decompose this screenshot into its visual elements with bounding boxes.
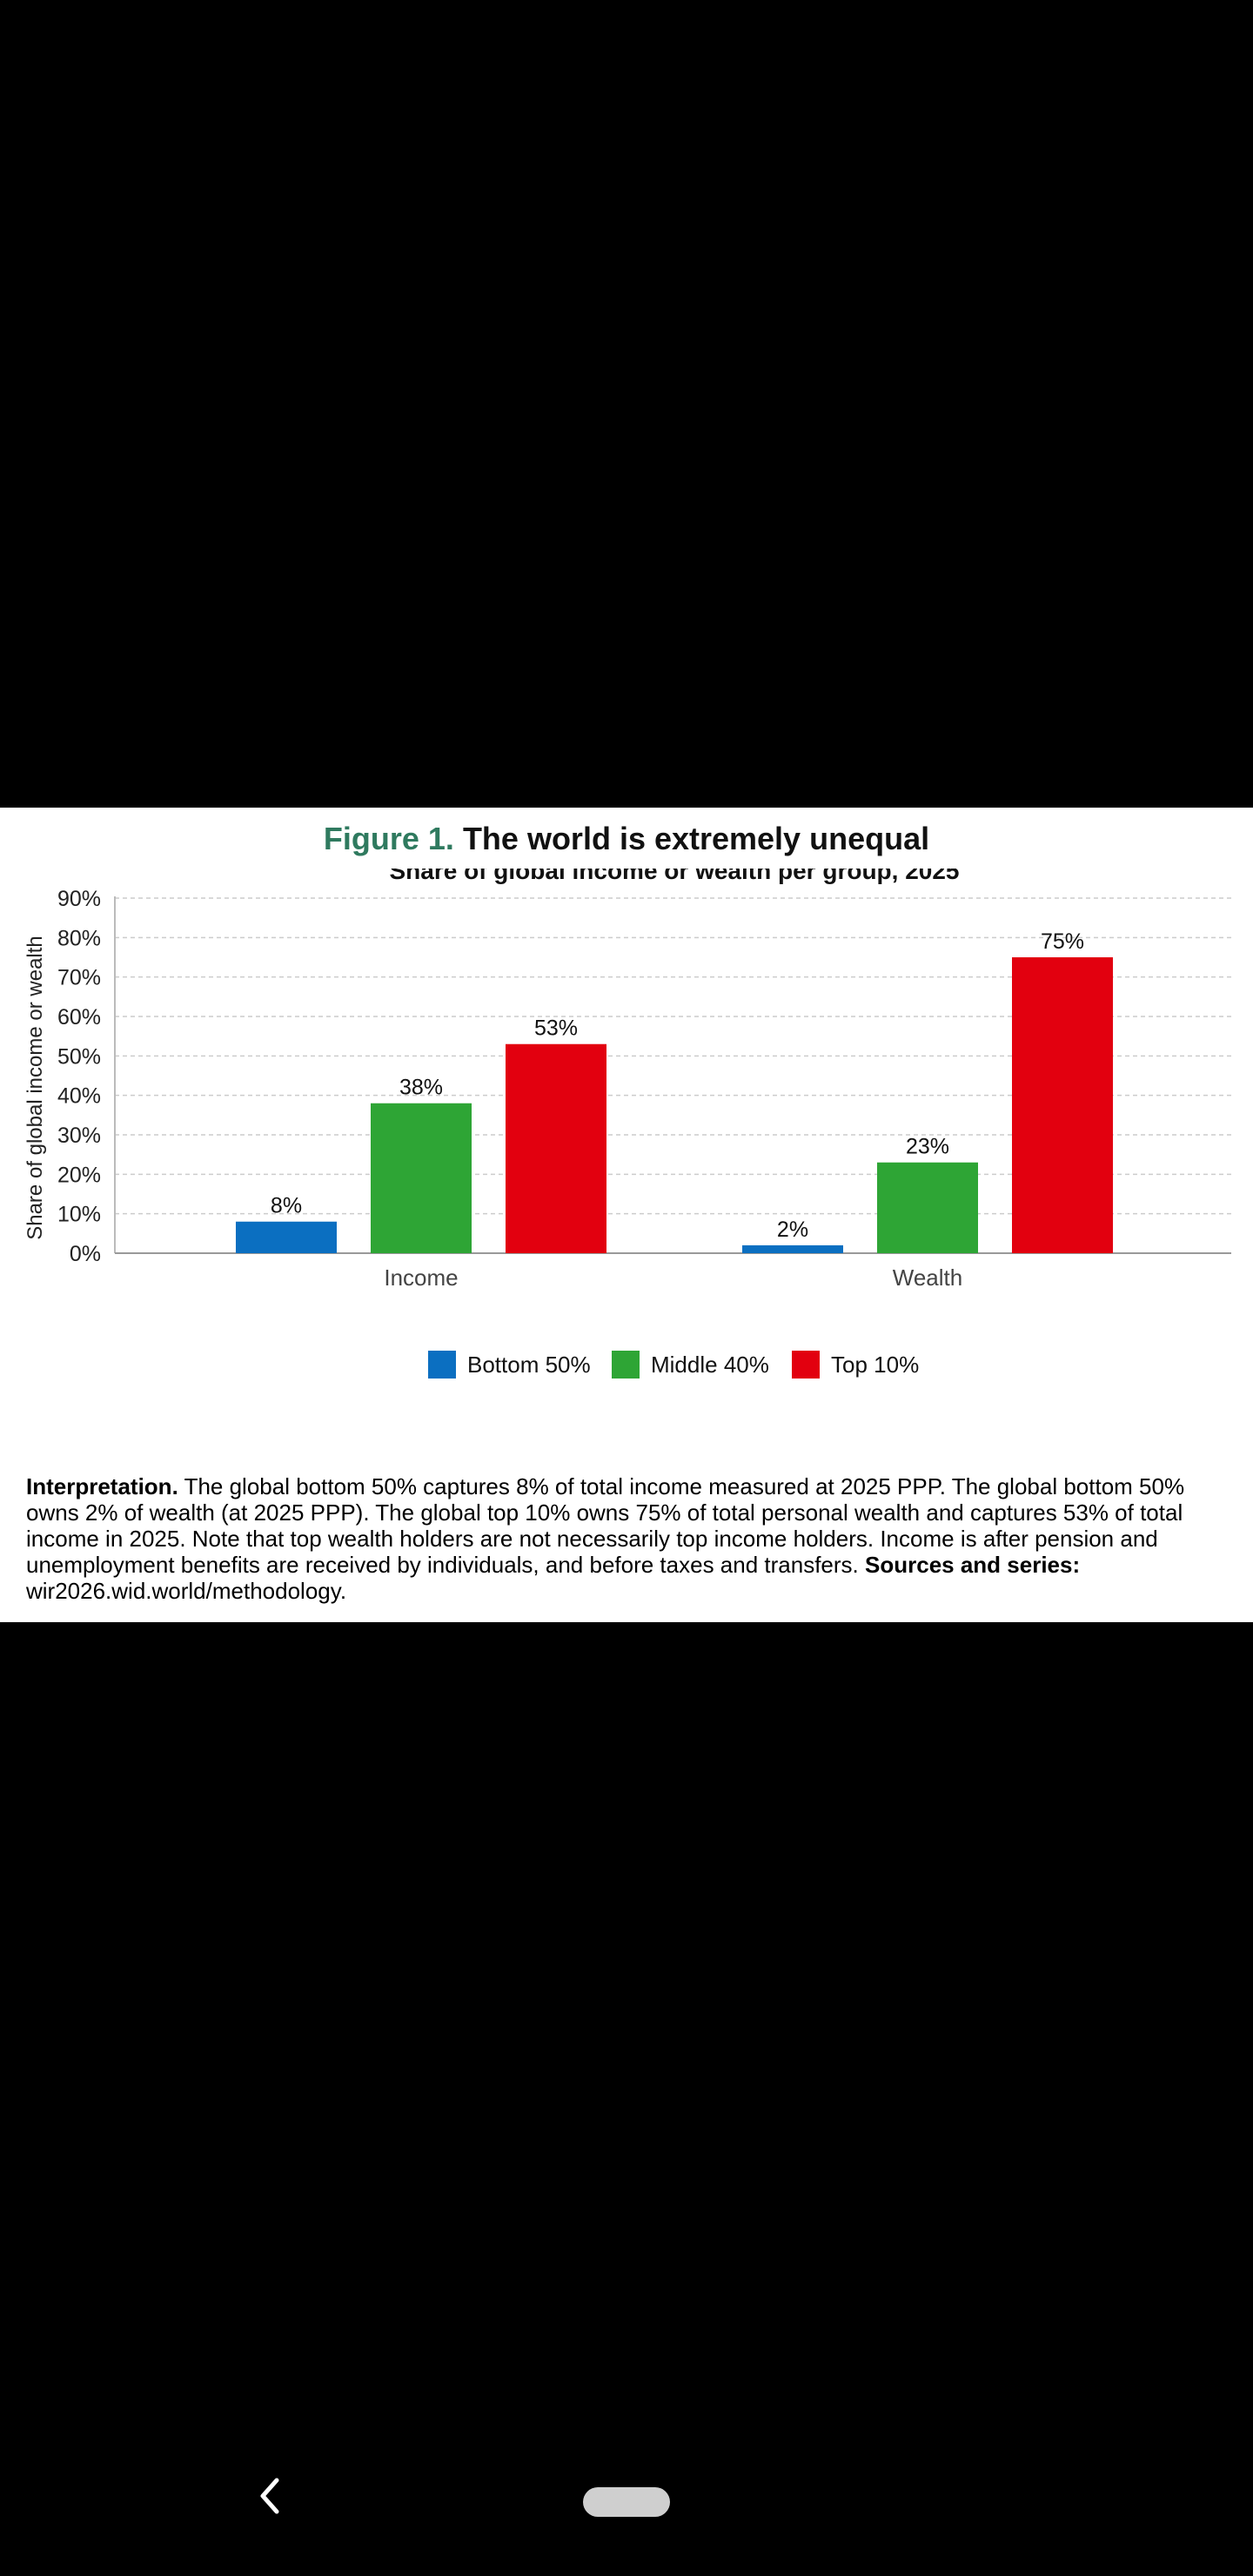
legend-label: Bottom 50% xyxy=(467,1352,591,1378)
chevron-left-icon[interactable] xyxy=(252,2472,287,2520)
y-tick-label: 50% xyxy=(57,1044,101,1069)
navigation-bar xyxy=(0,2454,1253,2550)
data-label: 38% xyxy=(399,1076,443,1100)
bar-bottom-50--wealth xyxy=(742,1244,843,1253)
y-tick-label: 20% xyxy=(57,1163,101,1187)
bar-middle-40--wealth xyxy=(877,1162,978,1253)
y-axis-label: Share of global income or wealth xyxy=(23,936,47,1240)
legend-swatch xyxy=(612,1351,640,1379)
figure-heading: Figure 1. The world is extremely unequal xyxy=(0,822,1253,856)
legend-label: Middle 40% xyxy=(651,1352,769,1378)
bar-top-10--wealth xyxy=(1012,957,1113,1253)
bar-top-10--income xyxy=(506,1043,606,1253)
data-label: 53% xyxy=(534,1016,578,1041)
bar-bottom-50--income xyxy=(236,1221,337,1253)
figure-card: Figure 1. The world is extremely unequal… xyxy=(0,808,1253,1622)
data-label: 2% xyxy=(777,1218,808,1242)
data-label: 23% xyxy=(906,1135,949,1159)
y-tick-label: 30% xyxy=(57,1124,101,1148)
home-pill-icon[interactable] xyxy=(583,2487,670,2517)
legend-swatch xyxy=(792,1351,820,1379)
caption-lead: Interpretation. xyxy=(26,1473,178,1499)
y-tick-label: 90% xyxy=(57,887,101,911)
y-tick-label: 10% xyxy=(57,1203,101,1227)
chart-title: Share of global income or wealth per gro… xyxy=(389,869,959,884)
figure-caption: Interpretation. The global bottom 50% ca… xyxy=(26,1473,1231,1604)
data-label: 8% xyxy=(271,1194,302,1218)
x-tick-label: Wealth xyxy=(893,1265,962,1291)
caption-body: The global bottom 50% captures 8% of tot… xyxy=(26,1473,1185,1578)
y-tick-label: 80% xyxy=(57,926,101,950)
data-label: 75% xyxy=(1041,929,1084,954)
caption-sources-url: wir2026.wid.world/methodology. xyxy=(26,1578,347,1604)
y-tick-label: 40% xyxy=(57,1084,101,1109)
figure-title: The world is extremely unequal xyxy=(462,821,930,856)
bar-middle-40--income xyxy=(371,1103,472,1253)
caption-sources-label: Sources and series: xyxy=(865,1552,1081,1578)
legend-swatch xyxy=(428,1351,456,1379)
bar-chart: Share of global income or wealth per gro… xyxy=(23,869,1231,1379)
legend-label: Top 10% xyxy=(831,1352,919,1378)
y-tick-label: 70% xyxy=(57,966,101,990)
y-tick-label: 60% xyxy=(57,1005,101,1030)
figure-label: Figure 1. xyxy=(323,821,454,856)
y-tick-label: 0% xyxy=(70,1242,101,1266)
x-tick-label: Income xyxy=(384,1265,458,1291)
